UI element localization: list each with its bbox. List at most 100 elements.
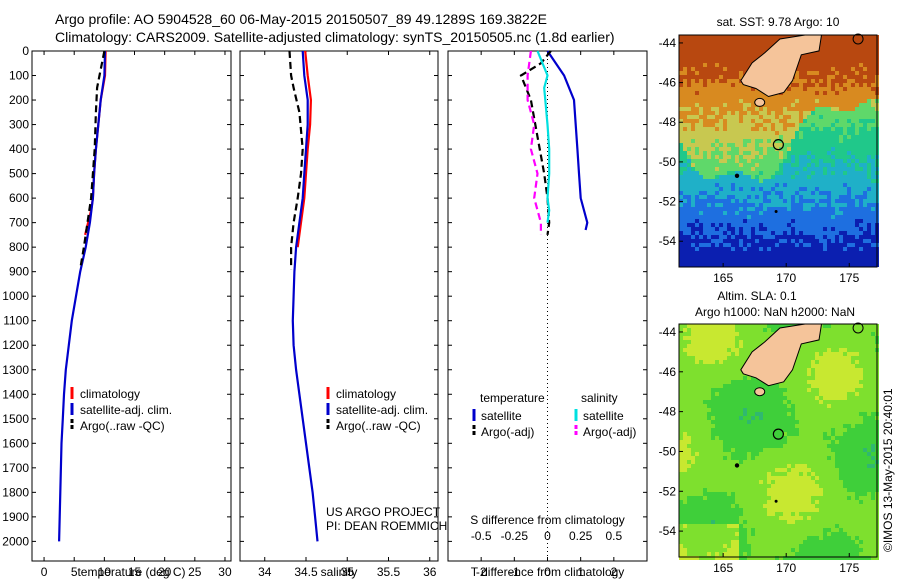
map-cell [791,175,795,179]
map-cell [683,83,687,87]
map-cell [739,243,743,247]
map-cell [867,103,871,107]
map-cell [791,388,795,392]
map-cell [803,251,807,255]
map-cell [755,231,759,235]
map-cell [791,215,795,219]
map-cell [791,412,795,416]
map-cell [867,147,871,151]
map-cell [687,420,691,424]
map-cell [719,55,723,59]
map-cell [703,532,707,536]
map-cell [691,243,695,247]
map-cell [807,191,811,195]
map-cell [723,384,727,388]
map-cell [819,71,823,75]
map-cell [867,139,871,143]
map-cell [751,35,755,39]
map-cell [711,175,715,179]
map-cell [851,247,855,251]
map-cell [707,476,711,480]
map-cell [827,235,831,239]
map-cell [691,163,695,167]
map-cell [787,135,791,139]
map-cell [867,163,871,167]
map-cell [843,139,847,143]
map-cell [839,187,843,191]
map-cell [699,548,703,552]
credit-project: US ARGO PROJECT [326,505,441,519]
map-cell [691,540,695,544]
map-cell [775,119,779,123]
map-cell [691,324,695,328]
map-cell [695,432,699,436]
map-cell [711,516,715,520]
map-cell [843,103,847,107]
map-cell [695,119,699,123]
map-cell [739,440,743,444]
map-cell [695,332,699,336]
map-cell [791,460,795,464]
map-cell [735,544,739,548]
map-cell [863,143,867,147]
map-cell [695,476,699,480]
map-cell [747,452,751,456]
map-cell [755,504,759,508]
map-cell [731,372,735,376]
map-cell [847,147,851,151]
map-cell [715,496,719,500]
map-cell [867,63,871,67]
map-cell [707,219,711,223]
map-cell [735,384,739,388]
map-cell [843,107,847,111]
map-cell [803,91,807,95]
map-cell [727,456,731,460]
map-cell [791,255,795,259]
map-cell [795,175,799,179]
map-cell [811,147,815,151]
map-cell [767,215,771,219]
map-cell [739,215,743,219]
map-cell [735,179,739,183]
map-cell [719,328,723,332]
series-line-argo-raw-qc [79,50,106,270]
map-cell [735,91,739,95]
map-cell [871,155,875,159]
map-cell [711,532,715,536]
map-cell [687,332,691,336]
map-cell [699,203,703,207]
map-cell [683,159,687,163]
map-cell [859,83,863,87]
map-cell [783,540,787,544]
map-cell [779,488,783,492]
map-cell [831,191,835,195]
map-cell [791,203,795,207]
map-cell [723,456,727,460]
map-cell [863,215,867,219]
map-cell [695,532,699,536]
map-cell [683,528,687,532]
map-cell [799,223,803,227]
map-cell [687,504,691,508]
map-cell [803,195,807,199]
map-cell [751,488,755,492]
map-cell [719,364,723,368]
map-cell [683,356,687,360]
map-cell [731,392,735,396]
map-cell [867,59,871,63]
map-cell [783,163,787,167]
map-cell [731,428,735,432]
map-cell [691,235,695,239]
map-cell [835,123,839,127]
map-cell [847,207,851,211]
map-cell [759,111,763,115]
map-cell [787,183,791,187]
map-cell [847,99,851,103]
map-cell [703,552,707,556]
map-cell [847,71,851,75]
map-cell [763,452,767,456]
map-cell [687,91,691,95]
map-cell [719,95,723,99]
map-cell [807,203,811,207]
map-cell [795,504,799,508]
